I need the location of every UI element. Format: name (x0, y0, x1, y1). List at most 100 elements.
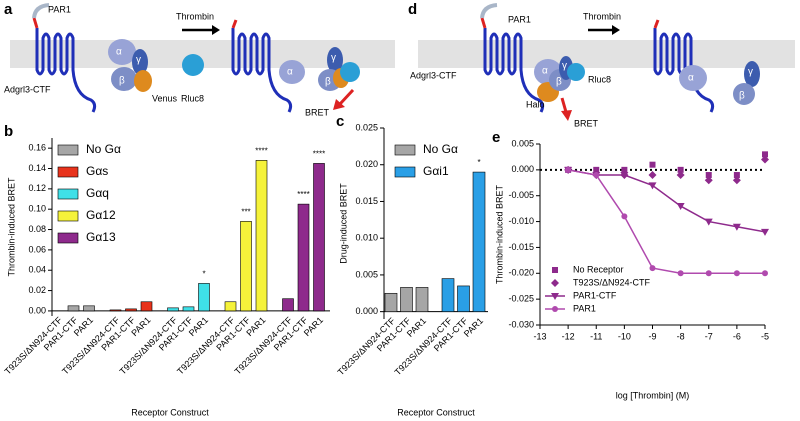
receptor-tail (480, 17, 487, 29)
y-tick-label: 0.020 (355, 159, 378, 169)
point (732, 223, 741, 231)
label: β (739, 91, 745, 102)
label: γ (748, 67, 753, 78)
bar (472, 171, 486, 312)
legend-label: PAR1-CTF (573, 290, 617, 300)
label: Venus (152, 93, 178, 103)
label: Thrombin (583, 11, 621, 21)
g-gamma (744, 61, 760, 87)
label: BRET (574, 118, 599, 128)
receptor-tail (32, 17, 39, 29)
legend-label: Gα13 (86, 230, 116, 244)
point (552, 267, 558, 273)
receptor-tail (480, 3, 498, 19)
x-axis-title: Receptor Construct (131, 407, 209, 417)
bar (167, 307, 179, 312)
bar (182, 306, 195, 312)
legend-label: Gαi1 (423, 164, 449, 178)
label: β (119, 76, 125, 87)
bar (384, 292, 398, 312)
point (676, 171, 685, 180)
fit-line (567, 169, 765, 275)
x-axis-title: log [Thrombin] (M) (616, 390, 690, 400)
rluc8 (567, 63, 585, 81)
point (621, 166, 628, 173)
label: β (556, 77, 562, 88)
point (733, 172, 740, 179)
y-tick-label: 0.025 (355, 122, 378, 132)
bar (109, 309, 122, 312)
point (677, 270, 684, 277)
g-alpha (108, 39, 136, 65)
legend-swatch (57, 166, 79, 178)
y-tick-label: -0.030 (508, 319, 534, 329)
g-gamma (327, 47, 343, 73)
x-tick-label: -12 (562, 331, 575, 341)
legend-swatch (394, 144, 416, 156)
point (551, 279, 559, 287)
y-tick-label: 0.08 (28, 224, 46, 234)
point (732, 176, 741, 185)
label: α (688, 73, 694, 84)
y-tick-label: 0.10 (28, 204, 46, 214)
bar (67, 305, 80, 312)
bar (224, 301, 237, 312)
venus (134, 70, 152, 92)
y-tick-label: -0.015 (508, 242, 534, 252)
receptor-body (483, 28, 545, 113)
label: Halo (526, 99, 545, 109)
legend-swatch (57, 232, 79, 244)
bar (198, 283, 210, 312)
point (620, 172, 629, 180)
point (648, 182, 657, 190)
point (704, 176, 713, 185)
x-tick-label: -10 (618, 331, 631, 341)
label: BRET (305, 107, 330, 117)
receptor (653, 19, 715, 113)
y-tick-label: 0.12 (28, 183, 46, 193)
y-tick-label: 0.04 (28, 265, 46, 275)
point (565, 166, 572, 173)
arrow-head (561, 110, 572, 121)
point (762, 151, 768, 158)
receptor (480, 3, 545, 113)
y-tick-label: -0.020 (508, 268, 534, 278)
legend-label: PAR1 (573, 303, 596, 313)
x-tick-label: -9 (648, 331, 656, 341)
receptor-body (653, 28, 715, 113)
y-tick-label: 0.005 (355, 269, 378, 279)
y-tick-label: 0.015 (355, 196, 378, 206)
significance: * (477, 158, 480, 167)
point (677, 166, 684, 173)
x-tick-label: -6 (733, 331, 741, 341)
significance: **** (255, 146, 267, 155)
bar (240, 221, 252, 312)
arrow-head (612, 25, 620, 35)
significance: **** (313, 150, 325, 159)
label: β (325, 77, 331, 88)
membrane (418, 40, 795, 68)
label: Adgrl3-CTF (4, 84, 51, 94)
legend-label: No Receptor (573, 264, 624, 274)
y-tick-label: 0.005 (511, 138, 534, 148)
label: PAR1 (48, 4, 71, 14)
bar (255, 160, 268, 312)
panel-letter: a (4, 1, 13, 18)
g-beta (733, 83, 755, 105)
bar (441, 278, 455, 312)
label: PAR1 (508, 14, 531, 24)
point (762, 270, 768, 277)
significance: **** (297, 190, 309, 199)
bar (140, 301, 153, 312)
panel-letter: e (492, 129, 500, 146)
x-tick-label: -7 (705, 331, 713, 341)
fit-line (567, 169, 766, 233)
bar (297, 203, 310, 312)
panel-letter: c (336, 113, 344, 130)
point (761, 155, 769, 164)
g-beta (111, 67, 137, 91)
bar (415, 287, 429, 312)
label: γ (331, 53, 336, 64)
y-tick-label: 0.000 (355, 306, 378, 316)
